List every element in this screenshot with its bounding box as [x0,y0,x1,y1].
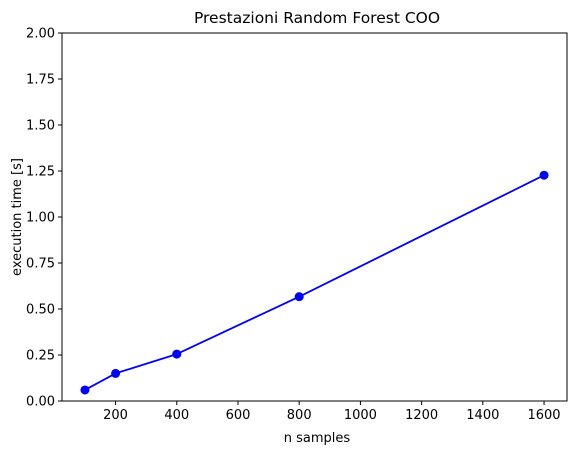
x-tick-label: 400 [164,408,189,423]
y-tick-label: 1.75 [26,73,55,88]
x-tick-label: 200 [103,408,128,423]
y-tick-label: 0.00 [26,395,55,410]
data-point [539,170,549,180]
data-point [172,349,182,359]
axes-frame [61,32,568,402]
chart-title: Prestazioni Random Forest COO [194,9,440,27]
y-tick-label: 0.50 [26,303,55,318]
plot-area [80,170,549,395]
data-point [111,368,121,378]
x-tick-label: 1400 [466,408,499,423]
y-tick-label: 1.25 [26,165,55,180]
x-tick-label: 800 [287,408,312,423]
x-tick-label: 1200 [405,408,438,423]
y-tick-label: 0.75 [26,257,55,272]
x-tick-label: 1000 [344,408,377,423]
y-tick-label: 0.25 [26,349,55,364]
y-tick-label: 2.00 [26,27,55,42]
data-point [294,292,304,302]
tick-group: 200 400 600 800 1000 1200 1400 1600 0.00 0.25 0.50… [26,27,561,424]
x-axis-label: n samples [284,431,351,446]
x-tick-label: 1600 [527,408,560,423]
data-point [80,385,90,395]
y-tick-label: 1.50 [26,119,55,134]
x-tick-label: 600 [226,408,251,423]
y-axis-label: execution time [s] [10,158,25,276]
y-tick-label: 1.00 [26,211,55,226]
